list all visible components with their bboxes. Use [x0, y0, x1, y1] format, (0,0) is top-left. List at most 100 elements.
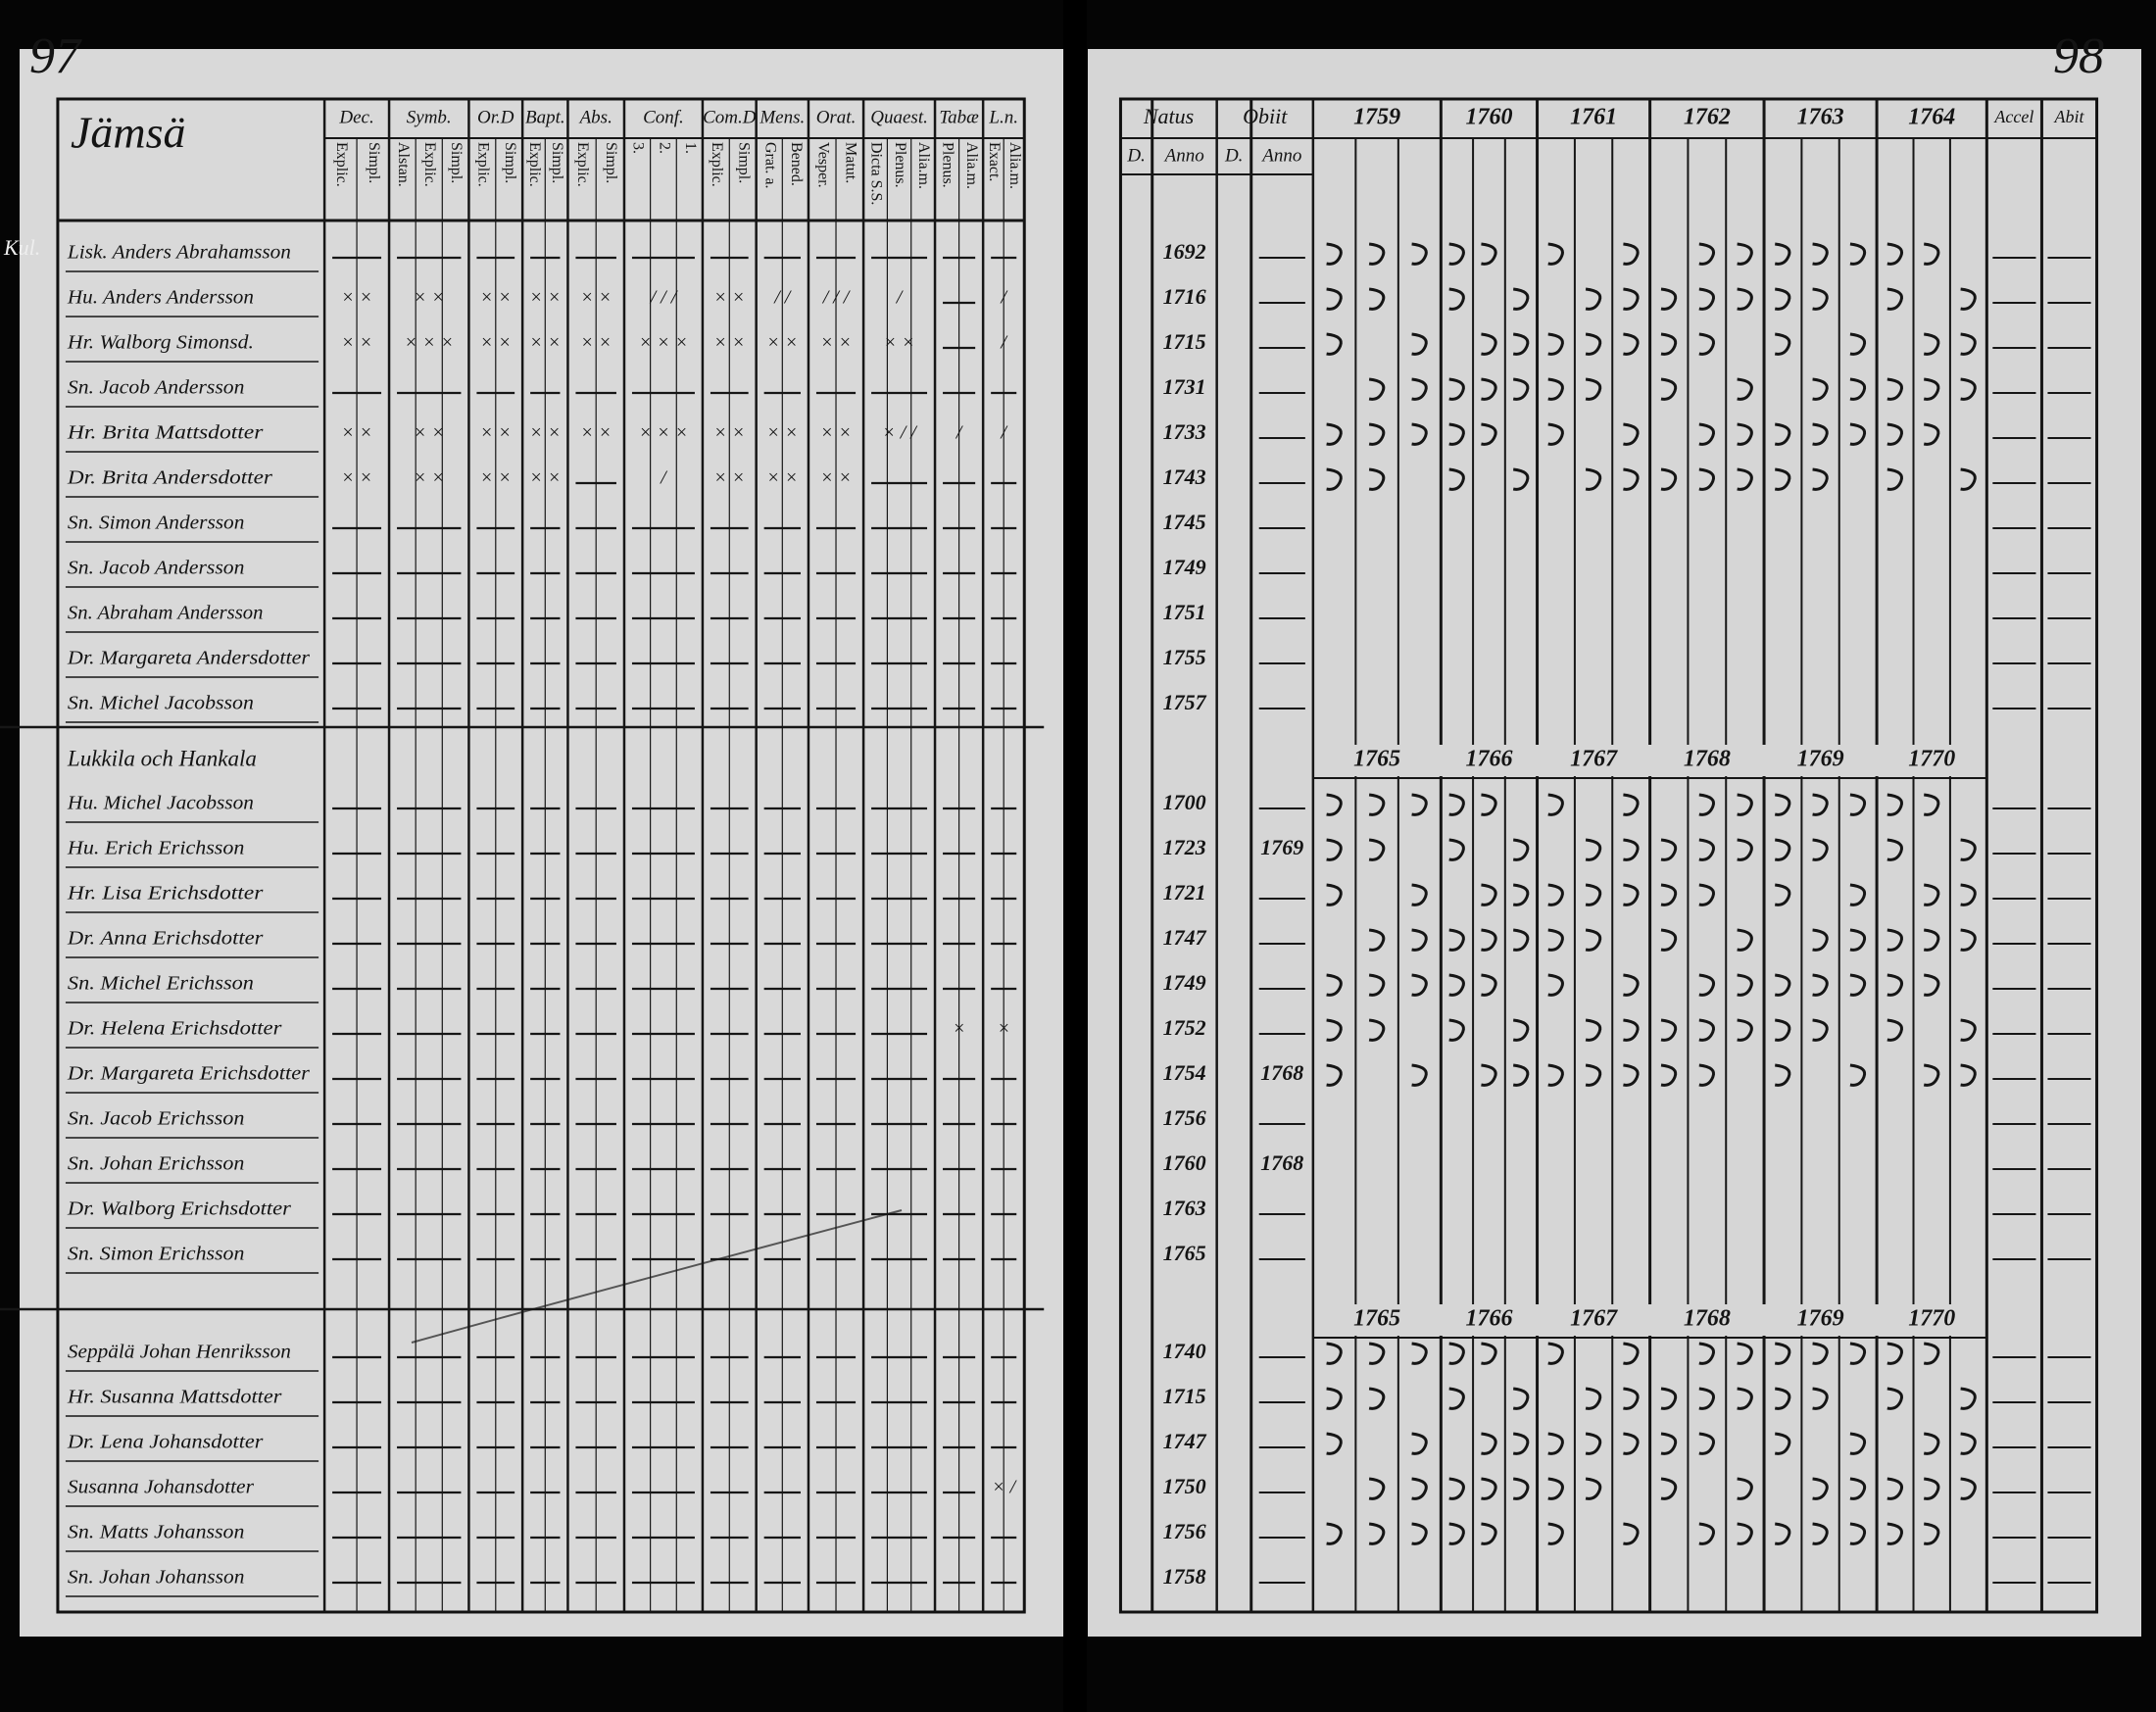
- birth-year: 1749: [1163, 555, 1206, 579]
- ink-mark: [1585, 377, 1602, 401]
- year-header: 1764: [1908, 105, 1955, 130]
- ink-mark: [1547, 793, 1564, 816]
- column-subheader: Plenus.: [940, 142, 956, 188]
- ink-mark: [1660, 838, 1678, 861]
- ink-mark: [1812, 838, 1829, 861]
- exam-mark: × ×: [341, 422, 372, 444]
- ink-mark: [1585, 1387, 1602, 1410]
- ink-mark: [1368, 1477, 1386, 1500]
- exam-mark: × ×: [341, 332, 372, 354]
- column-subheader: Exact.: [986, 142, 1003, 181]
- person-name: Seppälä Johan Henriksson: [68, 1342, 291, 1363]
- ink-mark: [1512, 838, 1530, 861]
- ink-mark: [1326, 242, 1343, 266]
- column-subheader: Alia.m.: [915, 142, 932, 189]
- ink-mark: [1411, 332, 1428, 356]
- ink-mark: [1849, 242, 1867, 266]
- year-header: 1760: [1465, 105, 1512, 130]
- person-name: Susanna Johansdotter: [68, 1477, 254, 1498]
- birth-year: 1749: [1163, 970, 1206, 995]
- ink-mark: [1411, 242, 1428, 266]
- birth-year: 1756: [1163, 1105, 1206, 1130]
- ink-mark: [1585, 332, 1602, 356]
- ink-mark: [1698, 1342, 1715, 1365]
- ink-mark: [1623, 1063, 1640, 1087]
- death-year: 1768: [1260, 1060, 1303, 1085]
- person-name: Sn. Jacob Andersson: [68, 377, 245, 399]
- column-header: Tabæ: [939, 107, 979, 127]
- exam-mark: × ×: [766, 332, 798, 354]
- ink-mark: [1923, 377, 1940, 401]
- ink-mark: [1923, 793, 1940, 816]
- ink-mark: [1368, 1522, 1386, 1545]
- ink-mark: [1812, 1342, 1829, 1365]
- ink-mark: [1326, 973, 1343, 997]
- column-header: Dec.: [338, 107, 373, 127]
- left-page: [20, 49, 1063, 1637]
- ink-mark: [1448, 973, 1465, 997]
- ink-mark: [1481, 1477, 1497, 1500]
- exam-mark: /: [1000, 287, 1008, 309]
- ink-mark: [1585, 1477, 1602, 1500]
- ink-mark: [1849, 973, 1867, 997]
- column-subheader: Dicta S.S.: [868, 142, 885, 205]
- birth-year: 1754: [1163, 1060, 1206, 1085]
- ink-mark: [1812, 1387, 1829, 1410]
- column-subheader: Bened.: [788, 142, 805, 186]
- ink-mark: [1512, 467, 1530, 491]
- ink-mark: [1411, 793, 1428, 816]
- birth-year: 1715: [1163, 1384, 1206, 1408]
- ink-mark: [1411, 377, 1428, 401]
- ink-mark: [1849, 883, 1867, 906]
- ink-mark: [1849, 1522, 1867, 1545]
- birth-year: 1731: [1163, 374, 1206, 399]
- column-subheader: Plenus.: [892, 142, 908, 188]
- exam-mark: × ×: [529, 422, 561, 444]
- ink-mark: [1411, 1342, 1428, 1365]
- ink-mark: [1774, 467, 1791, 491]
- ink-mark: [1448, 928, 1465, 952]
- ink-mark: [1812, 377, 1829, 401]
- exam-mark: × ×: [713, 467, 745, 489]
- ink-mark: [1737, 1387, 1753, 1410]
- ink-mark: [1326, 1522, 1343, 1545]
- exam-mark: × ×: [414, 287, 445, 309]
- ink-mark: [1623, 1342, 1640, 1365]
- ink-mark: [1368, 242, 1386, 266]
- ink-mark: [1660, 287, 1678, 311]
- ink-mark: [1774, 1063, 1791, 1087]
- ink-mark: [1737, 1018, 1753, 1042]
- ink-mark: [1512, 1018, 1530, 1042]
- person-name: Hr. Susanna Mattsdotter: [67, 1387, 282, 1408]
- person-name: Sn. Simon Andersson: [68, 513, 245, 534]
- ink-mark: [1660, 1063, 1678, 1087]
- ink-mark: [1326, 422, 1343, 446]
- exam-mark: /: [1000, 332, 1008, 354]
- column-subheader: Simpl.: [366, 142, 382, 183]
- ink-mark: [1326, 1342, 1343, 1365]
- column-header: Accel: [1993, 107, 2034, 126]
- person-name: Sn. Johan Erichsson: [68, 1153, 245, 1175]
- column-subheader: 3.: [630, 142, 647, 154]
- group-header: Lukkila och Hankala: [67, 746, 257, 770]
- ink-mark: [1326, 883, 1343, 906]
- ink-mark: [1698, 332, 1715, 356]
- table-frame: [1118, 97, 2099, 1614]
- ink-mark: [1547, 1342, 1564, 1365]
- column-subheader: Explic.: [574, 142, 591, 187]
- ink-mark: [1737, 838, 1753, 861]
- birth-year: 1747: [1163, 925, 1207, 950]
- ink-mark: [1698, 793, 1715, 816]
- ink-mark: [1547, 422, 1564, 446]
- ink-mark: [1481, 883, 1497, 906]
- ink-mark: [1960, 883, 1977, 906]
- column-subheader: Explic.: [333, 142, 350, 187]
- ink-mark: [1623, 1522, 1640, 1545]
- column-subheader: Vesper.: [814, 142, 831, 188]
- ink-mark: [1698, 1018, 1715, 1042]
- stain: [411, 1209, 903, 1344]
- exam-mark: × ×: [414, 422, 445, 444]
- exam-mark: /: [660, 467, 668, 489]
- ink-mark: [1923, 1063, 1940, 1087]
- ink-mark: [1512, 332, 1530, 356]
